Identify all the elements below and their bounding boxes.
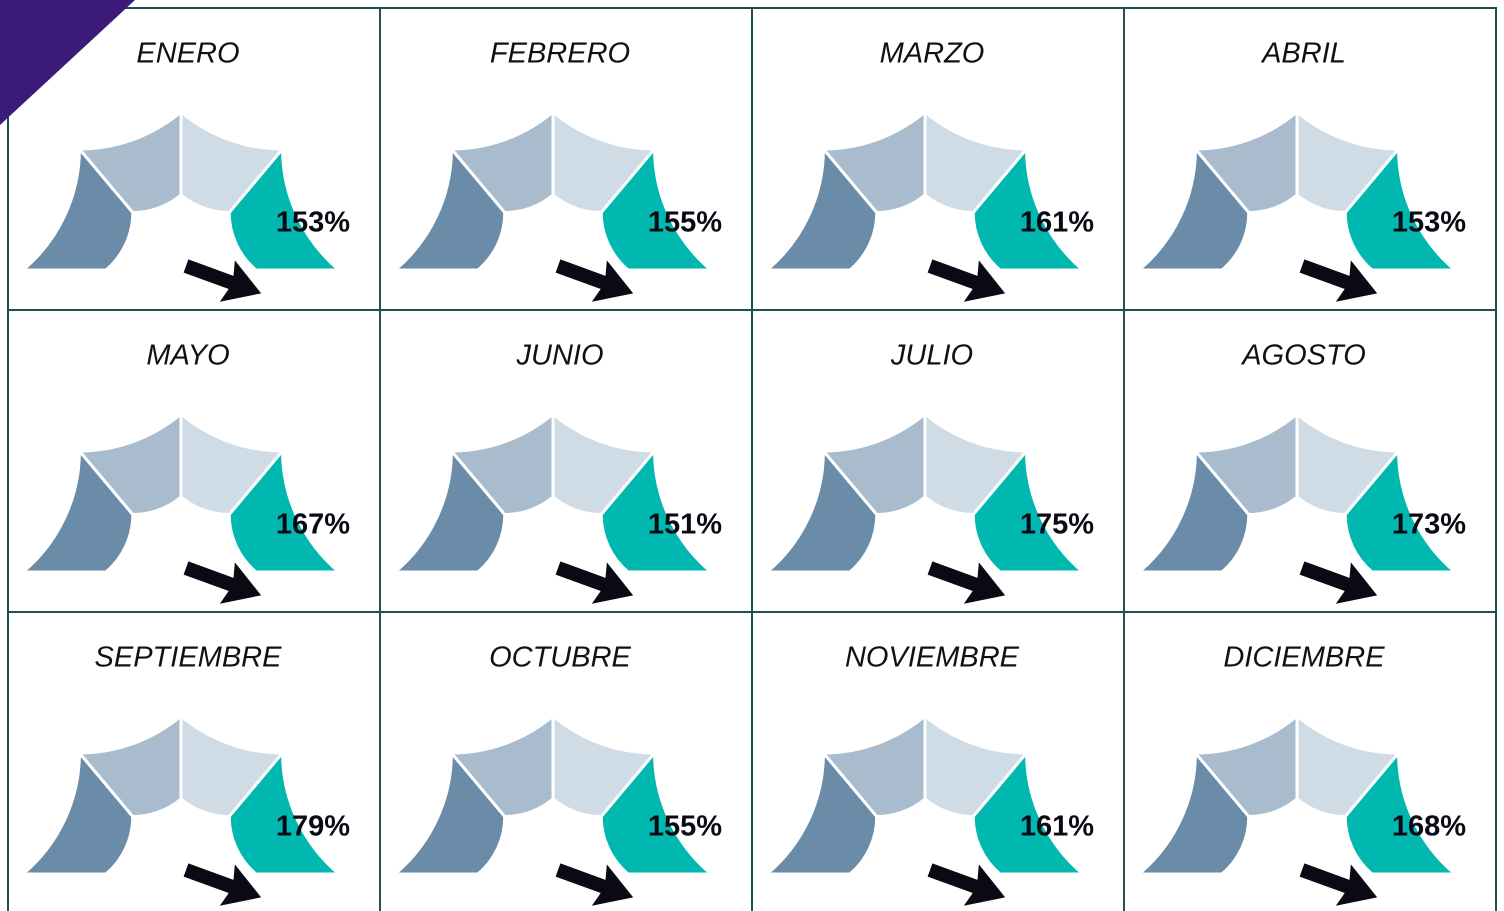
gauge-needle xyxy=(555,259,634,302)
gauge-card: OCTUBRE 155% xyxy=(379,611,753,911)
gauge-title: AGOSTO xyxy=(1240,340,1366,372)
gauge-segment xyxy=(1343,748,1460,876)
gauge-card: JULIO 175% xyxy=(751,309,1125,613)
gauge-title: JULIO xyxy=(890,340,973,372)
gauge-needle xyxy=(927,561,1006,604)
gauge-needle xyxy=(927,863,1006,906)
gauge-needle xyxy=(1299,259,1378,302)
gauge-card: ENERO 153% xyxy=(7,7,381,311)
gauge-card: MARZO 161% xyxy=(751,7,1125,311)
gauge-value: 153% xyxy=(276,207,350,239)
gauge-value: 161% xyxy=(1020,207,1094,239)
gauge-value: 179% xyxy=(276,811,350,843)
gauge-needle xyxy=(183,561,262,604)
gauge-needle xyxy=(927,259,1006,302)
gauge-card: DICIEMBRE 168% xyxy=(1123,611,1497,911)
gauge-value: 153% xyxy=(1392,207,1466,239)
gauge-title: MARZO xyxy=(880,38,985,70)
gauge-value: 155% xyxy=(648,811,722,843)
gauge-segment xyxy=(227,748,344,876)
gauge-value: 168% xyxy=(1392,811,1466,843)
gauge-needle xyxy=(183,259,262,302)
gauge-title: OCTUBRE xyxy=(489,642,631,674)
gauge-segment xyxy=(971,748,1088,876)
gauge-value: 167% xyxy=(276,509,350,541)
gauge-segment xyxy=(227,446,344,574)
gauge-value: 155% xyxy=(648,207,722,239)
gauge-value: 175% xyxy=(1020,509,1094,541)
gauge-segment xyxy=(971,144,1088,272)
gauge-segment xyxy=(971,446,1088,574)
gauge-title: SEPTIEMBRE xyxy=(95,642,283,674)
gauge-title: DICIEMBRE xyxy=(1223,642,1385,674)
gauge-segment xyxy=(599,748,716,876)
gauge-value: 161% xyxy=(1020,811,1094,843)
gauge-card: ABRIL 153% xyxy=(1123,7,1497,311)
gauge-needle xyxy=(1299,863,1378,906)
gauge-title: MAYO xyxy=(146,340,229,372)
gauge-card: SEPTIEMBRE 179% xyxy=(7,611,381,911)
gauge-value: 151% xyxy=(648,509,722,541)
gauge-value: 173% xyxy=(1392,509,1466,541)
gauge-title: ABRIL xyxy=(1260,38,1346,70)
gauge-needle xyxy=(183,863,262,906)
gauge-card: AGOSTO 173% xyxy=(1123,309,1497,613)
gauge-needle xyxy=(1299,561,1378,604)
gauge-segment xyxy=(1343,446,1460,574)
gauge-card: JUNIO 151% xyxy=(379,309,753,613)
gauge-title: NOVIEMBRE xyxy=(845,642,1020,674)
gauge-card: MAYO 167% xyxy=(7,309,381,613)
gauge-title: FEBRERO xyxy=(490,38,630,70)
gauge-title: ENERO xyxy=(136,38,239,70)
gauge-segment xyxy=(599,446,716,574)
gauge-segment xyxy=(1343,144,1460,272)
gauge-segment xyxy=(227,144,344,272)
gauge-needle xyxy=(555,561,634,604)
gauge-title: JUNIO xyxy=(516,340,604,372)
corner-decoration xyxy=(0,0,135,125)
gauge-needle xyxy=(555,863,634,906)
gauge-card: FEBRERO 155% xyxy=(379,7,753,311)
gauge-card: NOVIEMBRE 161% xyxy=(751,611,1125,911)
gauge-segment xyxy=(599,144,716,272)
